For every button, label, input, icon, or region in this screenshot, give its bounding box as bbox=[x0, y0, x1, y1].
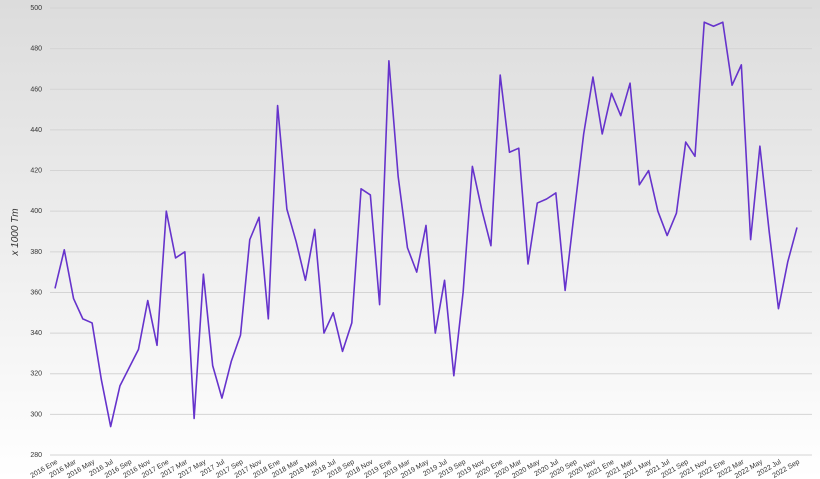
data-line bbox=[54, 21, 798, 428]
y-tick-label: 500 bbox=[30, 5, 42, 12]
y-axis-label: x 1000 Tm bbox=[10, 208, 21, 256]
y-tick-label: 460 bbox=[30, 86, 42, 93]
y-tick-label: 400 bbox=[30, 208, 42, 215]
y-tick-label: 320 bbox=[30, 371, 42, 378]
y-tick-label: 380 bbox=[30, 249, 42, 256]
y-tick-label: 280 bbox=[30, 452, 42, 459]
y-tick-label: 480 bbox=[30, 46, 42, 53]
y-tick-label: 440 bbox=[30, 127, 42, 134]
y-tick-label: 300 bbox=[30, 411, 42, 418]
y-tick-label: 420 bbox=[30, 168, 42, 175]
y-tick-label: 340 bbox=[30, 330, 42, 337]
y-tick-label: 360 bbox=[30, 289, 42, 296]
